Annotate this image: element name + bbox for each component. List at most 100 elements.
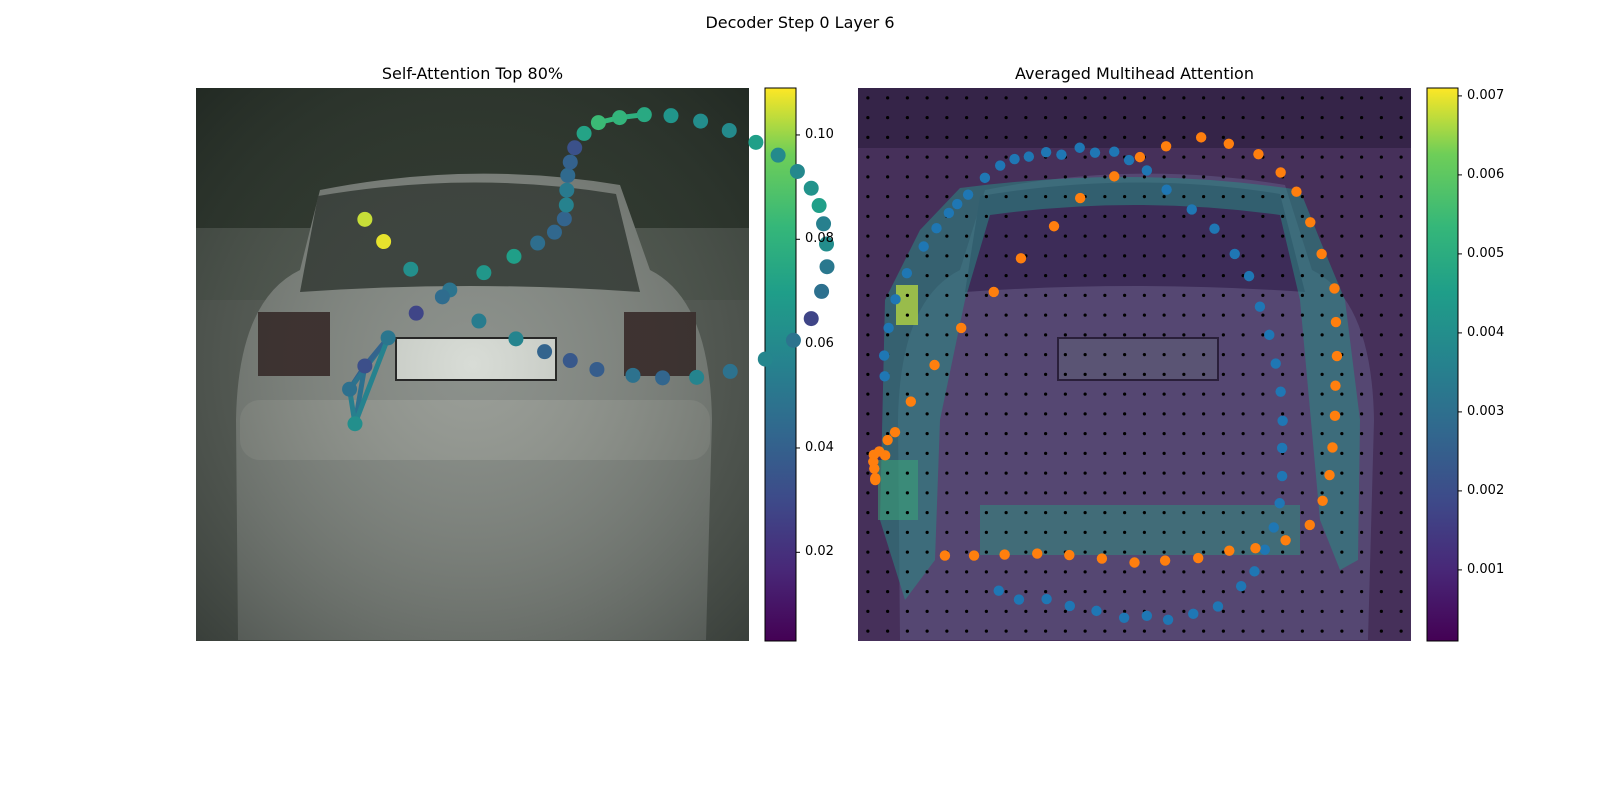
grid-dot (1399, 274, 1403, 278)
grid-dot (1360, 372, 1364, 376)
grid-dot (905, 590, 909, 594)
grid-dot (1123, 451, 1127, 455)
grid-dot (1281, 491, 1285, 495)
grid-dot (1142, 491, 1146, 495)
grid-dot (1063, 254, 1067, 258)
grid-dot (905, 511, 909, 515)
grid-dot (1123, 96, 1127, 100)
grid-dot (984, 313, 988, 317)
grid-dot (1202, 372, 1206, 376)
grid-dot (905, 392, 909, 396)
grid-dot (1162, 530, 1166, 534)
grid-dot (1360, 116, 1364, 120)
grid-dot (905, 254, 909, 258)
data-point (789, 163, 805, 179)
grid-dot (1182, 135, 1186, 139)
grid-dot (886, 511, 890, 515)
grid-dot (1103, 511, 1107, 515)
grid-dot (1044, 629, 1048, 633)
grid-dot (1123, 570, 1127, 574)
grid-dot (1399, 293, 1403, 297)
grid-dot (1004, 135, 1008, 139)
series-1-point (1329, 283, 1340, 294)
grid-dot (945, 274, 949, 278)
grid-dot (1221, 392, 1225, 396)
grid-dot (925, 590, 929, 594)
grid-dot (1300, 254, 1304, 258)
grid-dot (1241, 353, 1245, 357)
grid-dot (1261, 135, 1265, 139)
grid-dot (1004, 155, 1008, 159)
grid-dot (1044, 530, 1048, 534)
grid-dot (1083, 570, 1087, 574)
grid-dot (925, 135, 929, 139)
grid-dot (1024, 274, 1028, 278)
grid-dot (965, 491, 969, 495)
grid-dot (1320, 570, 1324, 574)
grid-dot (905, 234, 909, 238)
grid-dot (925, 214, 929, 218)
grid-dot (1004, 274, 1008, 278)
grid-dot (1123, 293, 1127, 297)
grid-dot (1300, 234, 1304, 238)
grid-dot (1399, 96, 1403, 100)
grid-dot (905, 451, 909, 455)
grid-dot (1162, 451, 1166, 455)
grid-dot (1162, 313, 1166, 317)
grid-dot (1063, 451, 1067, 455)
grid-dot (1142, 333, 1146, 337)
grid-dot (1103, 155, 1107, 159)
grid-dot (905, 116, 909, 120)
grid-dot (886, 175, 890, 179)
grid-dot (1004, 214, 1008, 218)
grid-dot (1063, 353, 1067, 357)
grid-dot (984, 116, 988, 120)
grid-dot (1261, 116, 1265, 120)
grid-dot (1142, 96, 1146, 100)
grid-dot (1044, 609, 1048, 613)
grid-dot (905, 471, 909, 475)
grid-dot (1399, 432, 1403, 436)
grid-dot (866, 550, 870, 554)
data-point (693, 113, 709, 129)
grid-dot (1063, 530, 1067, 534)
series-1-point (1048, 221, 1060, 232)
grid-dot (1123, 609, 1127, 613)
grid-dot (1241, 412, 1245, 416)
grid-dot (1123, 412, 1127, 416)
grid-dot (1360, 333, 1364, 337)
grid-dot (1281, 372, 1285, 376)
series-0-point (1276, 442, 1288, 454)
grid-dot (1300, 175, 1304, 179)
grid-dot (1360, 353, 1364, 357)
grid-dot (1103, 412, 1107, 416)
data-point (471, 313, 487, 329)
series-1-point (882, 434, 893, 446)
grid-dot (984, 353, 988, 357)
grid-dot (1360, 590, 1364, 594)
series-1-point (1032, 548, 1043, 559)
grid-dot (1202, 609, 1206, 613)
grid-dot (1261, 491, 1265, 495)
grid-dot (925, 274, 929, 278)
grid-dot (1360, 214, 1364, 218)
grid-dot (1182, 491, 1186, 495)
grid-dot (1241, 550, 1245, 554)
grid-dot (1063, 234, 1067, 238)
grid-dot (1044, 214, 1048, 218)
grid-dot (1044, 570, 1048, 574)
data-point (757, 351, 773, 367)
grid-dot (1379, 254, 1383, 258)
grid-dot (866, 214, 870, 218)
grid-dot (1103, 353, 1107, 357)
grid-dot (1103, 609, 1107, 613)
grid-dot (984, 550, 988, 554)
grid-dot (1320, 550, 1324, 554)
grid-dot (925, 570, 929, 574)
grid-dot (1399, 195, 1403, 199)
grid-dot (1202, 234, 1206, 238)
data-point (556, 211, 572, 227)
series-0-point (879, 371, 890, 382)
grid-dot (925, 175, 929, 179)
right-panel-title: Averaged Multihead Attention (1015, 64, 1254, 83)
